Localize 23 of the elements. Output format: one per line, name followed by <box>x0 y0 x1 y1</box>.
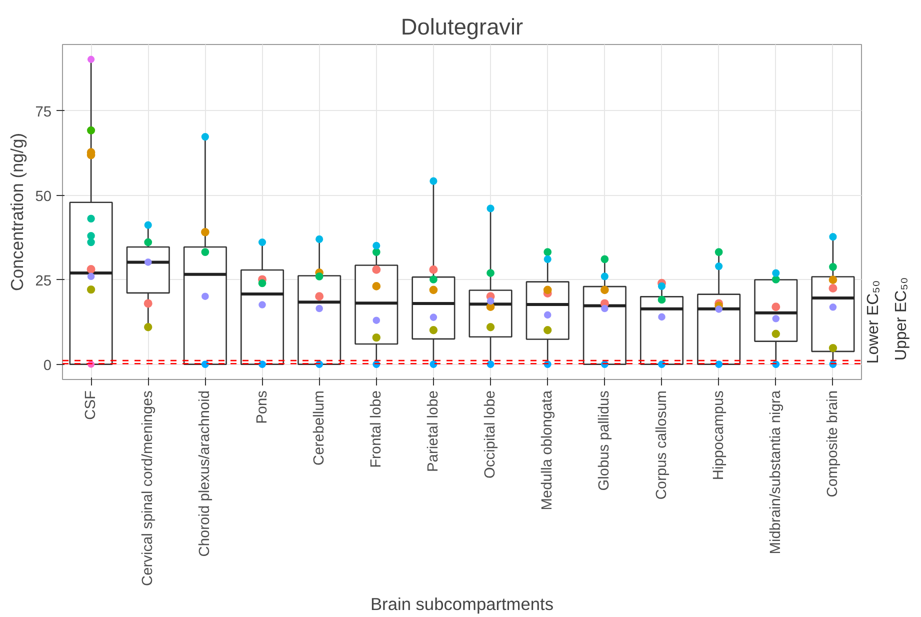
x-tick-label: Occipital lobe <box>482 390 499 478</box>
x-tick-label: Cervical spinal cord/meninges <box>140 390 156 586</box>
x-tick-label: Cerebellum <box>311 390 328 466</box>
x-tick-label: Pons <box>254 390 270 424</box>
x-tick-label: Hippocampus <box>710 390 727 480</box>
y-tick-label: 25 <box>35 273 52 290</box>
x-tick-label: Choroid plexus/arachnoid <box>197 390 214 557</box>
x-tick-label: CSF <box>83 390 100 420</box>
x-tick-label: Medulla oblongata <box>540 390 556 510</box>
ref-line-label: Upper EC₅₀ <box>893 277 910 361</box>
y-tick-label: 0 <box>43 358 52 374</box>
x-tick-label: Frontal lobe <box>368 390 384 468</box>
x-axis-title: Brain subcompartments <box>370 594 554 614</box>
y-tick-label: 50 <box>35 188 52 205</box>
x-tick-label: Globus pallidus <box>596 390 613 491</box>
x-tick-label: Composite brain <box>824 390 841 498</box>
x-tick-label: Corpus callosum <box>654 390 670 500</box>
x-tick-label: Parietal lobe <box>425 390 442 472</box>
y-tick-label: 75 <box>35 104 52 120</box>
ref-line-label: Lower EC₅₀ <box>865 280 882 364</box>
x-tick-label: Midbrain/substantia nigra <box>768 390 784 554</box>
chart-title: Dolutegravir <box>400 14 524 40</box>
y-axis-title: Concentration (ng/g) <box>7 133 28 291</box>
